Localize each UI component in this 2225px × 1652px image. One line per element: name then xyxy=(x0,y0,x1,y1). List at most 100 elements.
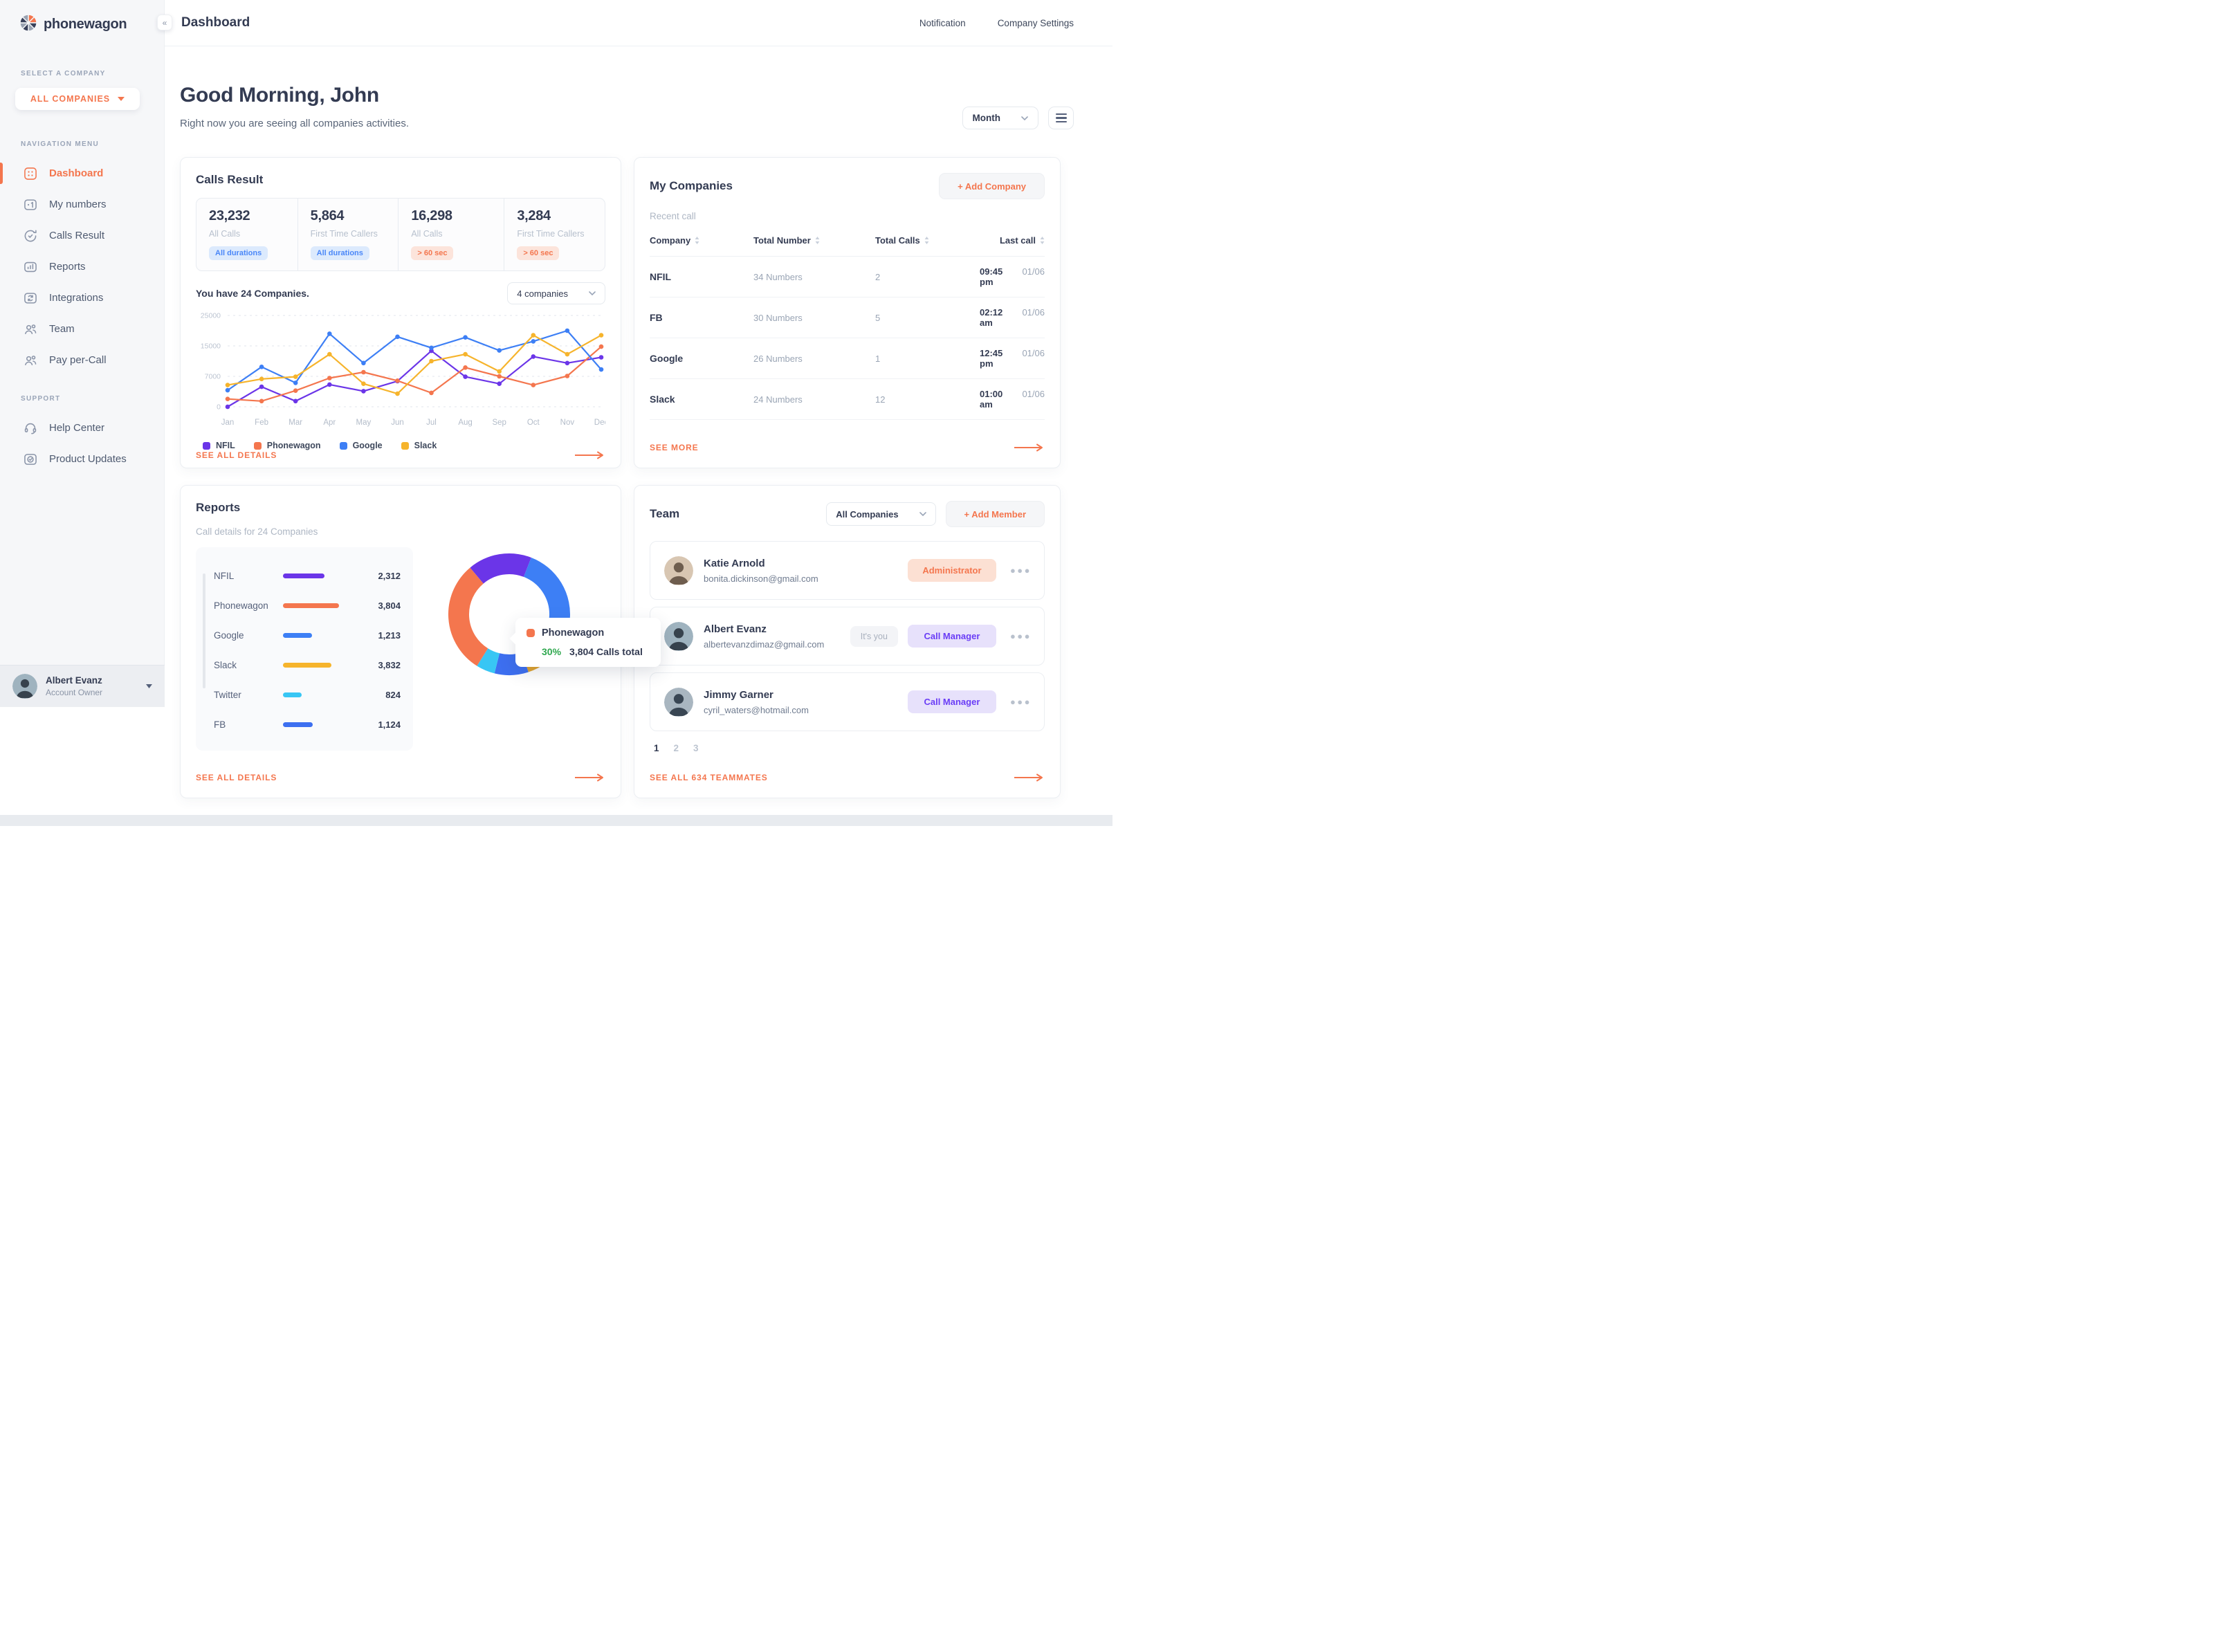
arrow-right-icon[interactable] xyxy=(1013,773,1045,782)
avatar xyxy=(664,556,693,585)
last-call-date: 01/06 xyxy=(1022,307,1045,318)
team-member-jimmy-garner: Jimmy Garner cyril_waters@hotmail.com Call… xyxy=(650,672,1045,731)
total-calls: 5 xyxy=(875,312,881,323)
scrollbar[interactable] xyxy=(203,573,205,688)
total-calls: 2 xyxy=(875,271,881,282)
stat-first-time-callers-60-sec: 3,284 First Time Callers > 60 sec xyxy=(504,199,605,270)
report-value: 1,124 xyxy=(378,719,401,730)
stat-badge: All durations xyxy=(209,246,268,260)
svg-text:Jan: Jan xyxy=(221,419,235,427)
sidebar-item-label: Calls Result xyxy=(49,230,105,241)
sort-icon xyxy=(1040,237,1045,244)
see-all-details-link[interactable]: SEE ALL DETAILS xyxy=(196,450,277,460)
tooltip-percent: 30% xyxy=(542,646,562,657)
svg-text:Feb: Feb xyxy=(255,419,268,427)
chevron-down-icon xyxy=(146,684,152,688)
team-filter-selector[interactable]: All Companies xyxy=(826,502,936,526)
page-2[interactable]: 2 xyxy=(673,743,679,753)
report-label: Twitter xyxy=(214,690,241,700)
member-options-button[interactable]: ●●● xyxy=(1009,631,1032,641)
support-menu: Help Center Product Updates xyxy=(0,412,164,475)
member-options-button[interactable]: ●●● xyxy=(1009,697,1032,707)
sidebar-item-product-updates[interactable]: Product Updates xyxy=(0,443,164,475)
role-badge: Call Manager xyxy=(907,690,996,713)
report-bar xyxy=(283,663,331,668)
last-call-time: 09:45 pm xyxy=(980,266,1003,287)
user-menu[interactable]: Albert Evanz Account Owner xyxy=(0,665,165,707)
member-options-button[interactable]: ●●● xyxy=(1009,565,1032,576)
table-row-nfil[interactable]: NFIL 34 Numbers 2 09:45 pm 01/06 xyxy=(650,257,1045,297)
arrow-right-icon[interactable] xyxy=(1013,443,1045,452)
sidebar-item-integrations[interactable]: Integrations xyxy=(0,282,164,313)
company-settings-link[interactable]: Company Settings xyxy=(997,17,1074,28)
sidebar-item-team[interactable]: Team xyxy=(0,313,164,345)
total-number: 34 Numbers xyxy=(753,271,803,282)
role-badge: Call Manager xyxy=(907,625,996,648)
stat-badge: > 60 sec xyxy=(517,246,560,260)
sidebar-item-my-numbers[interactable]: My numbers xyxy=(0,189,164,220)
sort-icon xyxy=(924,237,929,244)
table-row-fb[interactable]: FB 30 Numbers 5 02:12 am 01/06 xyxy=(650,297,1045,338)
report-value: 3,832 xyxy=(378,660,401,670)
menu-button[interactable] xyxy=(1048,107,1074,129)
report-bar xyxy=(283,573,324,578)
sidebar-item-help-center[interactable]: Help Center xyxy=(0,412,164,443)
period-selector-value: Month xyxy=(972,113,1000,123)
stats-strip: 23,232 All Calls All durations 5,864 First T… xyxy=(196,198,605,271)
companies-table: NFIL 34 Numbers 2 09:45 pm 01/06 FB 30 Numbers… xyxy=(650,257,1045,420)
last-call-date: 01/06 xyxy=(1022,389,1045,399)
column-header-last-call[interactable]: Last call xyxy=(980,235,1045,246)
report-bar xyxy=(283,722,313,727)
card-title: Team xyxy=(650,507,680,520)
avatar xyxy=(12,674,37,699)
sidebar-collapse-button[interactable]: « xyxy=(157,15,172,30)
table-row-google[interactable]: Google 26 Numbers 1 12:45 pm 01/06 xyxy=(650,338,1045,379)
select-company-label: SELECT A COMPANY xyxy=(21,70,106,77)
company-name: Google xyxy=(650,353,684,364)
logo: phonewagon xyxy=(0,0,164,35)
calls-result-card: Calls Result 23,232 All Calls All duration… xyxy=(180,157,621,468)
company-selector-value: ALL COMPANIES xyxy=(30,94,111,104)
navigation-menu-label: NAVIGATION MENU xyxy=(21,140,100,148)
chart-companies-selector[interactable]: 4 companies xyxy=(507,282,605,304)
sidebar-item-reports[interactable]: Reports xyxy=(0,251,164,282)
see-all-details-link[interactable]: SEE ALL DETAILS xyxy=(196,773,277,782)
arrow-right-icon[interactable] xyxy=(574,451,605,459)
column-header-company[interactable]: Company xyxy=(650,235,753,246)
tooltip-total: 3,804 Calls total xyxy=(569,646,643,657)
period-selector[interactable]: Month xyxy=(962,107,1038,129)
legend-item-slack: Slack xyxy=(401,441,437,450)
svg-text:7000: 7000 xyxy=(205,373,221,381)
calls-result-icon xyxy=(23,228,38,244)
stat-all-calls-60-sec: 16,298 All Calls > 60 sec xyxy=(398,199,504,270)
notification-link[interactable]: Notification xyxy=(919,17,966,28)
member-name: Katie Arnold xyxy=(704,557,765,569)
sidebar-item-calls-result[interactable]: Calls Result xyxy=(0,220,164,251)
team-icon xyxy=(23,322,38,337)
add-member-button[interactable]: + Add Member xyxy=(945,501,1045,527)
sidebar-item-label: Product Updates xyxy=(49,453,127,465)
see-more-link[interactable]: SEE MORE xyxy=(650,443,699,452)
greeting-title: Good Morning, John xyxy=(180,84,379,107)
column-header-total-calls[interactable]: Total Calls xyxy=(875,235,980,246)
tooltip-swatch xyxy=(527,629,535,637)
table-row-slack[interactable]: Slack 24 Numbers 12 01:00 am 01/06 xyxy=(650,379,1045,420)
add-company-button[interactable]: + Add Company xyxy=(939,173,1045,199)
updates-icon xyxy=(23,452,38,467)
page-3[interactable]: 3 xyxy=(693,743,699,753)
reports-subtitle: Call details for 24 Companies xyxy=(196,526,318,537)
svg-text:Nov: Nov xyxy=(560,419,575,427)
company-selector[interactable]: ALL COMPANIES xyxy=(15,88,140,110)
report-bar xyxy=(283,603,339,608)
arrow-right-icon[interactable] xyxy=(574,773,605,782)
column-header-total-number[interactable]: Total Number xyxy=(753,235,875,246)
stat-label: First Time Callers xyxy=(310,229,378,239)
sort-icon xyxy=(695,237,699,244)
donut-tooltip: Phonewagon 30% 3,804 Calls total xyxy=(515,618,661,667)
sidebar-item-pay-per-call[interactable]: Pay per-Call xyxy=(0,345,164,376)
sidebar-item-dashboard[interactable]: Dashboard xyxy=(0,158,164,189)
user-name: Albert Evanz xyxy=(46,675,102,686)
see-all-teammates-link[interactable]: SEE ALL 634 TEAMMATES xyxy=(650,773,768,782)
report-value: 2,312 xyxy=(378,571,401,581)
page-1[interactable]: 1 xyxy=(654,743,659,753)
